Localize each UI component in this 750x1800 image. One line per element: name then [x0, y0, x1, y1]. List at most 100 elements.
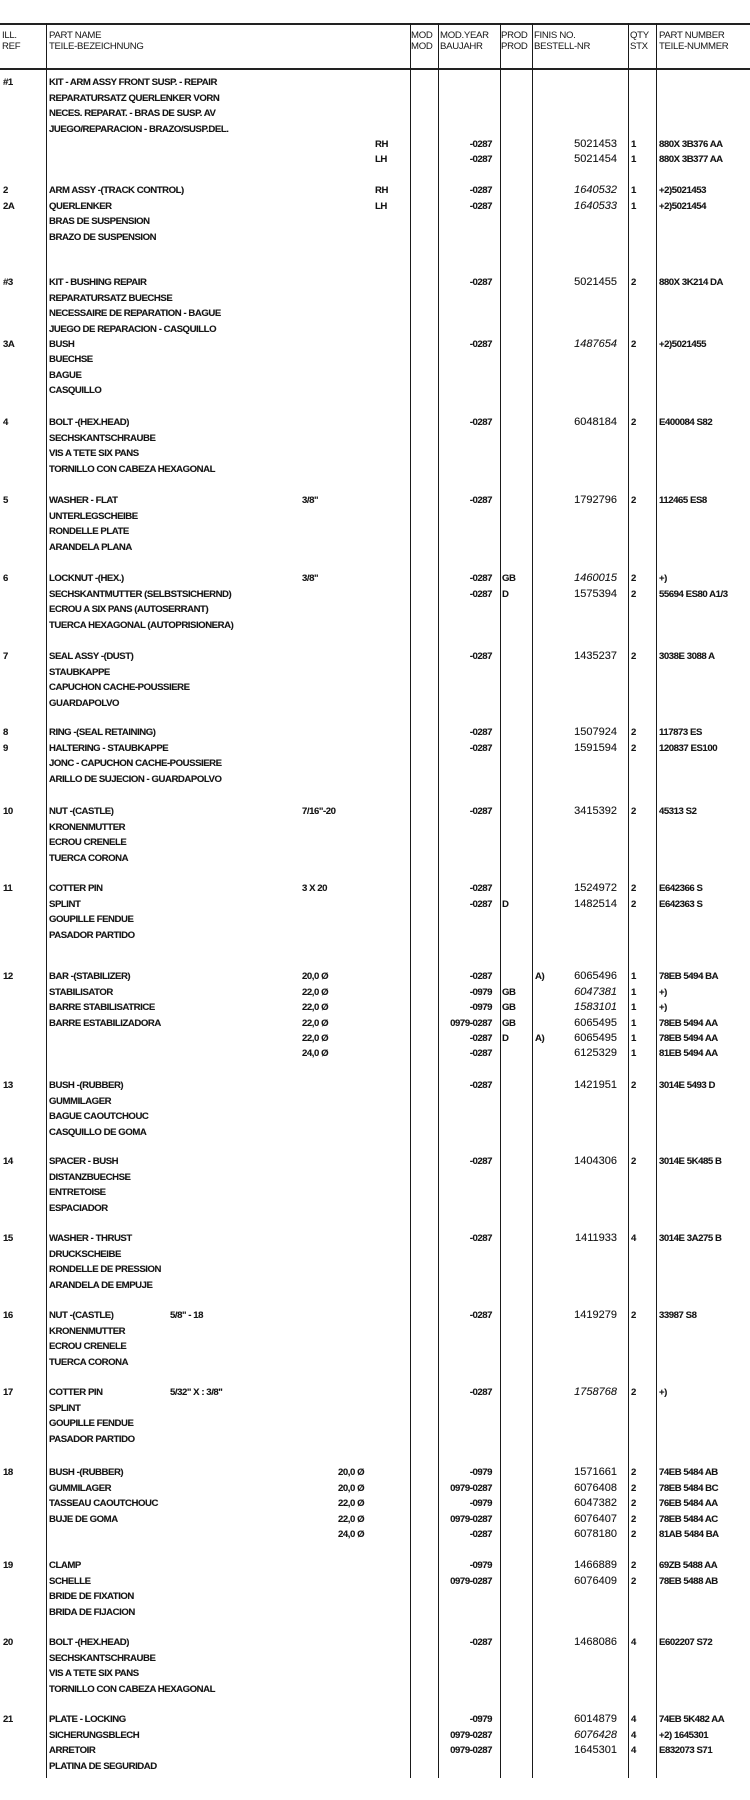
quantity: 2: [631, 338, 636, 350]
part-name: TORNILLO CON CABEZA HEXAGONAL: [49, 463, 216, 475]
finis-number: 1487654: [574, 337, 617, 350]
quantity: 2: [631, 883, 636, 895]
part-name: RONDELLE DE PRESSION: [49, 1264, 162, 1276]
quantity: 4: [631, 1233, 636, 1245]
column-divider: [656, 23, 658, 1778]
mod-year: -0979: [469, 1714, 493, 1726]
part-number: 74EB 5484 AB: [659, 1467, 718, 1479]
part-number: +): [659, 1002, 667, 1014]
part-name: BOLT -(HEX.HEAD): [49, 1637, 130, 1649]
size-spec: 5/32" X : 3/8": [170, 1387, 223, 1399]
finis-number: 1571661: [574, 1466, 617, 1479]
mod-year: -0287: [469, 1156, 493, 1168]
quantity: 1: [631, 200, 636, 212]
quantity: 2: [631, 1387, 636, 1399]
part-name: GOUPILLE FENDUE: [49, 914, 134, 926]
part-number: +): [659, 1387, 667, 1399]
finis-number: 6047381: [574, 985, 617, 998]
part-number: 81EB 5494 AA: [659, 1048, 718, 1060]
part-name: SECHSKANTSCHRAUBE: [49, 432, 156, 444]
ill-ref: 4: [3, 417, 8, 429]
part-name: KRONENMUTTER: [49, 1325, 126, 1337]
footnote-mark: A): [535, 1032, 545, 1044]
part-number: 78EB 5494 BA: [659, 971, 719, 983]
part-number: 55694 ES80 A1/3: [659, 588, 728, 600]
side-rh-lh: LH: [375, 154, 387, 166]
ill-ref: 17: [3, 1387, 13, 1399]
finis-number: 1640532: [574, 184, 617, 197]
ill-ref: 6: [3, 573, 8, 585]
finis-number: 1583101: [574, 1001, 617, 1014]
part-number: +): [659, 986, 667, 998]
mod-year: -0287: [469, 806, 493, 818]
side-rh-lh: LH: [375, 200, 387, 212]
part-name: TASSEAU CAOUTCHOUC: [49, 1498, 159, 1510]
header-finis: FINIS NO. BESTELL-NR: [534, 30, 591, 52]
finis-number: 6078180: [574, 1527, 617, 1540]
part-name: LOCKNUT -(HEX.): [49, 573, 124, 585]
column-divider: [532, 23, 534, 1778]
mod-year: -0287: [469, 898, 493, 910]
quantity: 2: [631, 1310, 636, 1322]
ill-ref: #1: [3, 77, 13, 89]
part-name: CASQUILLO DE GOMA: [49, 1126, 147, 1138]
finis-number: 6076409: [574, 1574, 617, 1587]
part-name: BUJE DE GOMA: [49, 1513, 118, 1525]
finis-number: 5021455: [574, 276, 617, 289]
quantity: 2: [631, 417, 636, 429]
part-name: CASQUILLO: [49, 385, 102, 397]
quantity: 2: [631, 727, 636, 739]
size-spec: 3 X 20: [302, 883, 328, 895]
part-name: WASHER - FLAT: [49, 495, 118, 507]
quantity: 2: [631, 277, 636, 289]
prod-code: D: [502, 1032, 509, 1044]
finis-number: 1792796: [574, 494, 617, 507]
part-name: SCHELLE: [49, 1575, 91, 1587]
column-divider: [46, 23, 48, 1778]
part-name: BRAZO DE SUSPENSION: [49, 231, 157, 243]
mod-year: -0287: [469, 573, 493, 585]
part-name: UNTERLEGSCHEIBE: [49, 510, 138, 522]
finis-number: 1411933: [574, 1232, 617, 1245]
part-name: BARRE ESTABILIZADORA: [49, 1017, 161, 1029]
part-name: TORNILLO CON CABEZA HEXAGONAL: [49, 1683, 216, 1695]
part-name: GUMMILAGER: [49, 1482, 112, 1494]
part-number: +2)5021454: [659, 200, 707, 212]
part-name: SECHSKANTSCHRAUBE: [49, 1652, 156, 1664]
part-name: STABILISATOR: [49, 986, 113, 998]
part-number: 112465 ES8: [659, 495, 707, 507]
size-spec: 5/8" - 18: [170, 1310, 204, 1322]
finis-number: 6047382: [574, 1497, 617, 1510]
quantity: 4: [631, 1637, 636, 1649]
finis-number: 1404306: [574, 1155, 617, 1168]
part-name: REPARATURSATZ BUECHSE: [49, 292, 173, 304]
part-number: E642366 S: [659, 883, 703, 895]
finis-number: 5021454: [574, 153, 617, 166]
quantity: 2: [631, 806, 636, 818]
part-number: 78EB 5484 BC: [659, 1482, 719, 1494]
header-mod: MOD MOD: [411, 30, 433, 52]
ill-ref: 2A: [3, 200, 15, 212]
part-name: BRAS DE SUSPENSION: [49, 216, 150, 228]
part-name: DISTANZBUECHSE: [49, 1171, 131, 1183]
mod-year: -0979: [469, 1560, 493, 1572]
finis-number: 1421951: [574, 1079, 617, 1092]
quantity: 1: [631, 138, 636, 150]
header-top-rule: [0, 23, 750, 25]
mod-year: -0287: [469, 277, 493, 289]
mod-year: 0979-0287: [450, 1482, 492, 1494]
part-name: CAPUCHON CACHE-POUSSIERE: [49, 682, 190, 694]
part-name: NECESSAIRE DE REPARATION - BAGUE: [49, 308, 221, 320]
mod-year: -0287: [469, 200, 493, 212]
quantity: 4: [631, 1729, 636, 1741]
finis-number: 1482514: [574, 897, 617, 910]
part-name: JUEGO DE REPARACION - CASQUILLO: [49, 323, 217, 335]
quantity: 2: [631, 742, 636, 754]
quantity: 2: [631, 573, 636, 585]
part-name: ARANDELA DE EMPUJE: [49, 1279, 153, 1291]
size-spec: 20,0 Ø: [338, 1467, 365, 1479]
header-part-number: PART NUMBER TEILE-NUMMER: [659, 30, 729, 52]
ill-ref: 14: [3, 1156, 13, 1168]
part-name: COTTER PIN: [49, 883, 103, 895]
mod-year: -0287: [469, 1048, 493, 1060]
